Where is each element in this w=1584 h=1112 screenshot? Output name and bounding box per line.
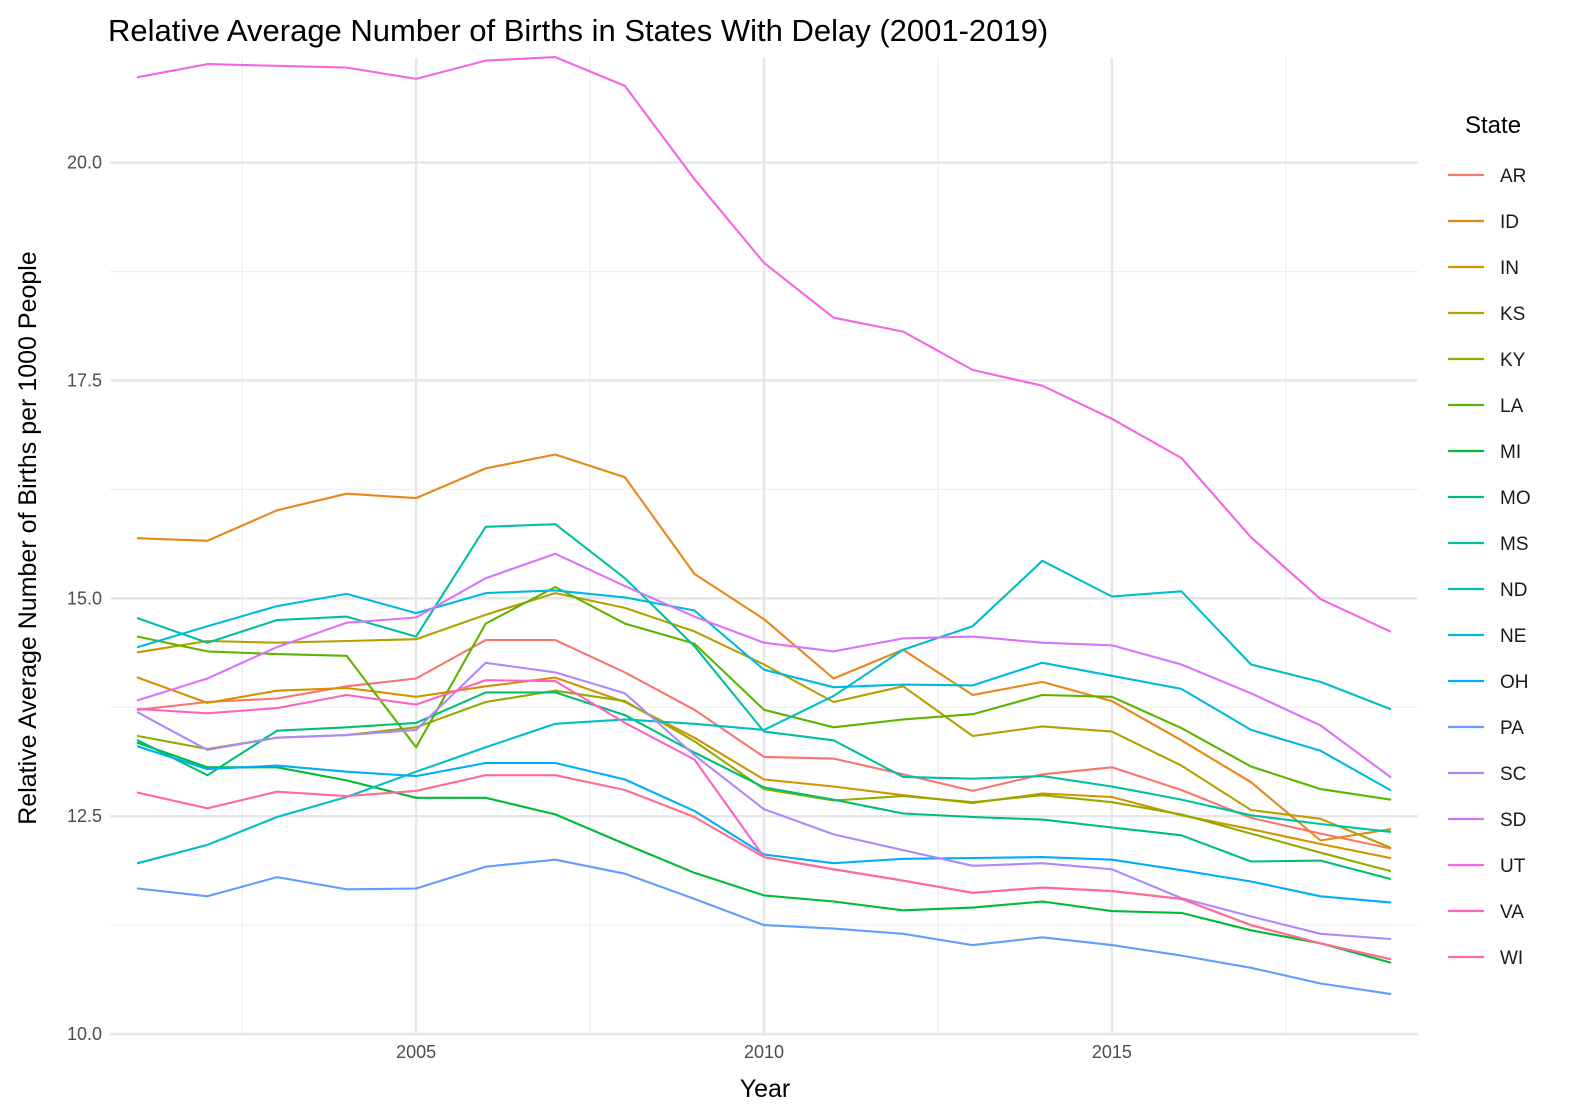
series-line-ne	[136, 589, 1392, 792]
y-tick-label: 10.0	[67, 1024, 102, 1044]
series-line-ms	[136, 523, 1392, 833]
legend: State AR ID IN KS KY LA MI MO MS ND NE OH PA SC SD UT VA…	[1448, 112, 1531, 969]
gridlines	[110, 58, 1418, 1036]
legend-label-la: LA	[1500, 396, 1524, 417]
series-line-mi	[136, 741, 1392, 964]
series-line-la	[136, 585, 1392, 801]
series-line-ks	[136, 592, 1392, 849]
legend-items: AR ID IN KS KY LA MI MO MS ND NE OH PA SC SD UT VA WI	[1448, 166, 1531, 969]
legend-label-nd: ND	[1500, 580, 1527, 601]
legend-label-ut: UT	[1500, 856, 1526, 877]
legend-label-mo: MO	[1500, 488, 1531, 509]
legend-label-mi: MI	[1500, 442, 1521, 463]
series-line-sd	[136, 552, 1392, 778]
series-line-id	[136, 453, 1392, 842]
series-line-ar	[136, 639, 1392, 850]
series-line-ut	[136, 56, 1392, 633]
tick-labels: 10.0 12.5 15.0 17.5 20.0 2005 2010 2015	[67, 153, 1132, 1062]
y-tick-label: 15.0	[67, 588, 102, 608]
y-tick-label: 17.5	[67, 370, 102, 390]
legend-label-ms: MS	[1500, 534, 1529, 555]
series-line-oh	[136, 745, 1392, 904]
series-lines	[136, 56, 1392, 995]
legend-label-id: ID	[1500, 212, 1519, 233]
y-axis-title: Relative Average Number of Births per 10…	[14, 251, 42, 825]
x-tick-label: 2005	[396, 1042, 436, 1062]
x-axis-title: Year	[740, 1075, 791, 1103]
legend-label-ne: NE	[1500, 626, 1526, 647]
y-tick-label: 20.0	[67, 153, 102, 173]
chart-title: Relative Average Number of Births in Sta…	[108, 13, 1048, 48]
x-tick-label: 2015	[1092, 1042, 1132, 1062]
legend-label-wi: WI	[1500, 948, 1523, 969]
legend-label-sc: SC	[1500, 764, 1526, 785]
legend-label-va: VA	[1500, 902, 1524, 923]
series-line-mo	[136, 691, 1392, 880]
legend-label-in: IN	[1500, 258, 1519, 279]
legend-label-ky: KY	[1500, 350, 1526, 371]
legend-label-ks: KS	[1500, 304, 1525, 325]
y-tick-label: 12.5	[67, 806, 102, 826]
legend-label-pa: PA	[1500, 718, 1524, 739]
series-line-pa	[136, 858, 1392, 995]
legend-label-oh: OH	[1500, 672, 1529, 693]
legend-label-ar: AR	[1500, 166, 1526, 187]
series-line-wi	[136, 774, 1392, 961]
legend-title: State	[1465, 112, 1521, 139]
legend-label-sd: SD	[1500, 810, 1526, 831]
x-tick-label: 2010	[744, 1042, 784, 1062]
